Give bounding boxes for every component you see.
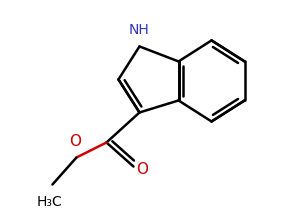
Text: H₃C: H₃C [37,195,62,209]
Text: O: O [69,134,81,149]
Text: NH: NH [129,23,150,37]
Text: O: O [136,162,148,177]
